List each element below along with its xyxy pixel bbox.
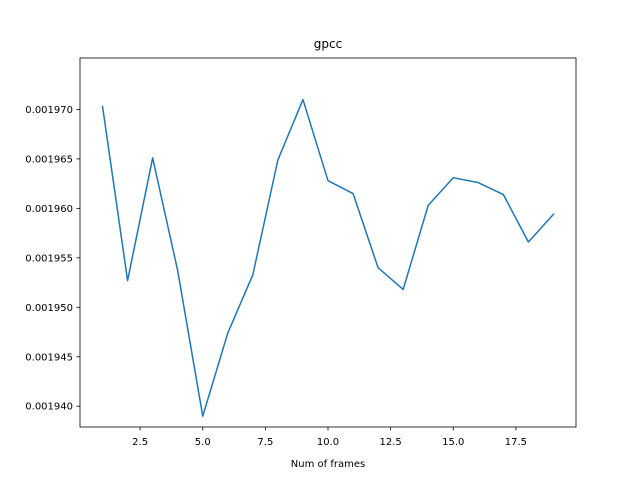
y-tick-label: 0.001940 — [25, 402, 73, 413]
y-tick-label: 0.001955 — [25, 253, 73, 264]
x-axis-ticks: 2.5 5.0 7.5 10.0 12.5 15.0 17.5 — [132, 427, 527, 448]
x-tick-label: 2.5 — [132, 437, 148, 448]
series-layer — [101, 98, 555, 417]
x-axis-label: Num of frames — [291, 459, 365, 470]
y-tick-label: 0.001950 — [25, 303, 73, 314]
y-tick-label: 0.001970 — [25, 105, 73, 116]
plot-area-frame — [79, 57, 577, 428]
x-tick-label: 7.5 — [257, 437, 273, 448]
chart-title: gpcc — [314, 37, 342, 51]
x-tick-label: 10.0 — [317, 437, 339, 448]
y-tick-label: 0.001945 — [25, 352, 73, 363]
x-tick-label: 12.5 — [379, 437, 401, 448]
y-tick-label: 0.001960 — [25, 204, 73, 215]
y-tick-label: 0.001965 — [25, 154, 73, 165]
y-axis-ticks: 0.001940 0.001945 0.001950 0.001955 0.001960… — [25, 105, 80, 413]
x-tick-label: 15.0 — [442, 437, 464, 448]
x-tick-label: 17.5 — [505, 437, 527, 448]
series-line-0 — [101, 98, 555, 417]
x-tick-label: 5.0 — [195, 437, 211, 448]
